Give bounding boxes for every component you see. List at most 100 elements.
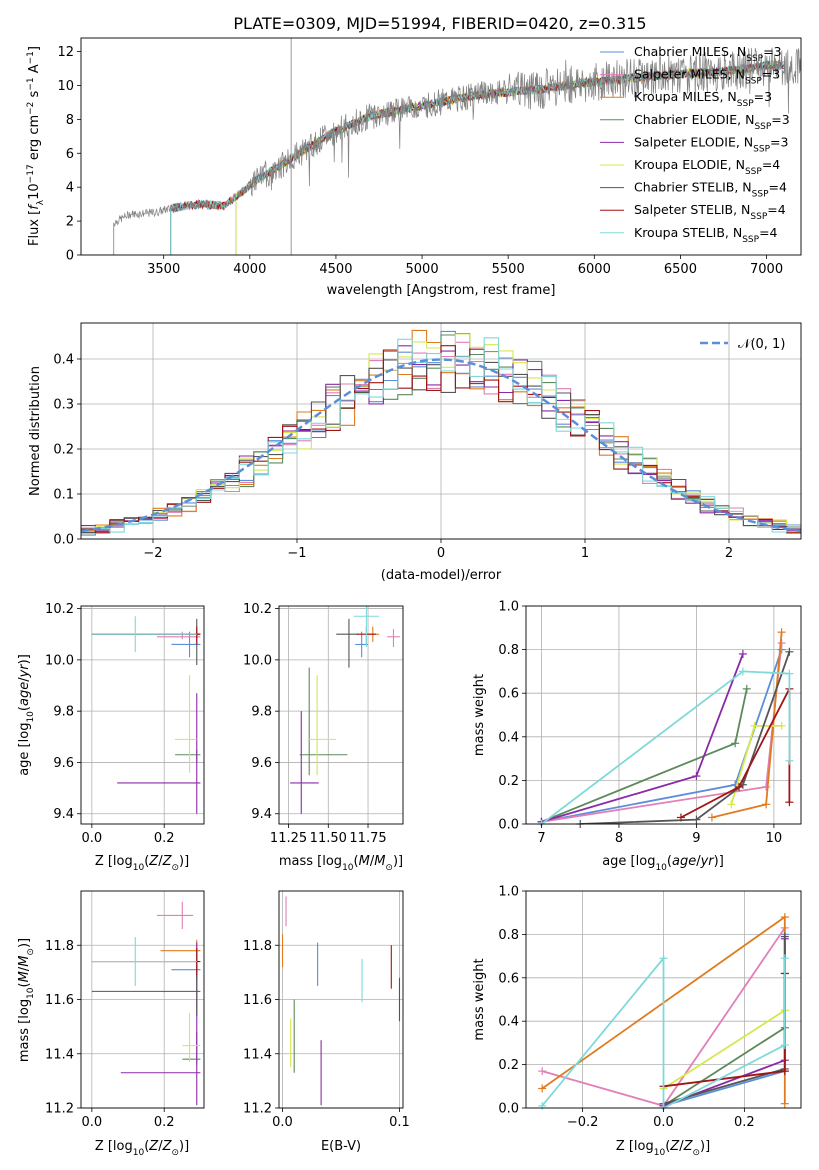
- y-tick-label: 0.6: [498, 687, 519, 702]
- x-tick-label: 0.1: [389, 1115, 410, 1130]
- y-tick-label: 0.4: [53, 353, 74, 368]
- x-tick-label: 2: [725, 546, 733, 561]
- y-tick-label: 0.8: [498, 928, 519, 943]
- y-tick-label: 11.8: [45, 939, 74, 954]
- x-tick-label: 4500: [319, 262, 352, 277]
- mass-vs-EBV-panel: 0.0 0.1 11.2 11.4 11.6 11.8 E(B-V): [243, 890, 410, 1154]
- x-tick-label: 8: [615, 831, 623, 846]
- mass-weight-line: [540, 670, 791, 824]
- y-tick-label: 10.0: [45, 653, 74, 668]
- axes-frame: [80, 37, 802, 256]
- x-tick-label: 0: [437, 546, 445, 561]
- x-tick-label: −0.2: [567, 1115, 599, 1130]
- y-tick-label: 9.4: [53, 807, 74, 822]
- y-tick-label: 11.6: [243, 993, 272, 1008]
- residual-histogram: [81, 337, 801, 533]
- x-axis-label: Z [log10(Z/Z⊙)]: [616, 1139, 710, 1158]
- y-tick-label: 9.8: [251, 705, 272, 720]
- x-axis-label: E(B-V): [321, 1139, 361, 1154]
- x-tick-label: 0.2: [154, 1115, 175, 1130]
- y-tick-label: 6: [66, 147, 74, 162]
- x-tick-label: 3500: [147, 262, 180, 277]
- y-tick-label: 9.6: [53, 756, 74, 771]
- y-axis-label: age [log10(age/yr)]: [17, 654, 36, 776]
- x-tick-label: 11.50: [310, 831, 347, 846]
- y-tick-label: 0.4: [498, 1015, 519, 1030]
- y-axis-label: Flux [fλ10−17 erg cm−2 s−1 A−1]: [26, 46, 46, 246]
- y-tick-label: 1.0: [498, 600, 519, 615]
- x-tick-label: 5500: [492, 262, 525, 277]
- mass-weight-line: [541, 955, 786, 1108]
- y-tick-label: 10: [57, 79, 74, 94]
- y-tick-label: 11.6: [45, 993, 74, 1008]
- legend-entry: Chabrier ELODIE, NSSP=3: [634, 112, 790, 132]
- spectrum-panel: 3500 4000 4500 5000 5500 6000 6500 7000 0 2 4 6 8 10 1…: [26, 37, 802, 298]
- y-tick-label: 11.2: [243, 1102, 272, 1117]
- x-tick-label: −1: [287, 546, 306, 561]
- figure-title: PLATE=0309, MJD=51994, FIBERID=0420, z=0…: [233, 14, 646, 33]
- y-tick-label: 0.0: [498, 818, 519, 833]
- y-axis-label: mass weight: [472, 958, 487, 1040]
- y-axis-label: Normed distribution: [28, 366, 43, 496]
- legend-entry: Chabrier STELIB, NSSP=4: [634, 180, 787, 200]
- y-tick-label: 9.6: [251, 756, 272, 771]
- data-spectrum-line: [113, 47, 801, 227]
- legend-entry: Salpeter MILES, NSSP=3: [634, 67, 780, 87]
- y-tick-label: 0.2: [498, 1058, 519, 1073]
- x-tick-label: 0.2: [154, 831, 175, 846]
- legend-entry: 𝒩(0, 1): [738, 337, 785, 352]
- x-tick-label: 7: [537, 831, 545, 846]
- x-tick-label: −2: [143, 546, 162, 561]
- y-tick-label: 11.2: [45, 1102, 74, 1117]
- x-tick-label: 10: [766, 831, 783, 846]
- x-tick-label: 5000: [406, 262, 439, 277]
- mass-weight-line: [541, 653, 744, 823]
- y-axis-label: mass weight: [472, 674, 487, 756]
- y-tick-label: 0.2: [498, 774, 519, 789]
- y-tick-label: 10.2: [45, 602, 74, 617]
- y-tick-label: 11.8: [243, 939, 272, 954]
- x-axis-label: mass [log10(M/M⊙)]: [279, 854, 403, 873]
- x-axis-label: (data-model)/error: [381, 568, 502, 583]
- legend-entry: Salpeter ELODIE, NSSP=3: [634, 134, 788, 154]
- x-tick-label: 0.0: [82, 1115, 103, 1130]
- y-axis-label: mass [log10(M/M⊙)]: [17, 938, 36, 1062]
- weight-vs-age-panel: 7 8 9 10 0.0 0.2 0.4 0.6 0.8 1.0 mass weight age [l…: [472, 600, 802, 873]
- age-vs-Z-panel: 0.0 0.2 9.4 9.6 9.8 10.0 10.2 Z [log10(Z/Z⊙)] ag…: [17, 602, 205, 873]
- y-tick-label: 0.1: [53, 488, 74, 503]
- normal-curve: [81, 358, 801, 533]
- x-tick-label: 4000: [233, 262, 266, 277]
- age-vs-mass-panel: 11.25 11.50 11.75 9.4 9.6 9.8 10.0 10.2 mass [lo…: [243, 602, 404, 873]
- y-tick-label: 10.0: [243, 653, 272, 668]
- axes-frame: [80, 605, 205, 825]
- y-tick-label: 11.4: [243, 1047, 272, 1062]
- y-tick-label: 0.0: [53, 533, 74, 548]
- x-tick-label: 9: [692, 831, 700, 846]
- legend-entry: Salpeter STELIB, NSSP=4: [634, 202, 786, 222]
- x-tick-label: 0.0: [82, 831, 103, 846]
- weight-vs-Z-panel: −0.2 0.0 0.2 0.0 0.2 0.4 0.6 0.8 1.0 mass weight Z…: [472, 885, 802, 1158]
- y-tick-label: 0.0: [498, 1102, 519, 1117]
- x-axis-label: age [log10(age/yr)]: [602, 854, 724, 873]
- y-tick-label: 10.2: [243, 602, 272, 617]
- x-tick-label: 1: [581, 546, 589, 561]
- x-tick-label: 6500: [664, 262, 697, 277]
- legend-entry: Kroupa MILES, NSSP=3: [634, 89, 772, 109]
- axes-frame: [525, 605, 802, 825]
- axes-frame: [278, 605, 404, 825]
- x-tick-label: 0.0: [272, 1115, 293, 1130]
- x-tick-label: 0.0: [653, 1115, 674, 1130]
- y-tick-label: 1.0: [498, 885, 519, 900]
- y-tick-label: 11.4: [45, 1047, 74, 1062]
- x-tick-label: 6000: [578, 262, 611, 277]
- legend-entry: Chabrier MILES, NSSP=3: [634, 44, 782, 64]
- x-tick-label: 0.2: [734, 1115, 755, 1130]
- mass-weight-line: [580, 651, 791, 824]
- x-axis-label: Z [log10(Z/Z⊙)]: [95, 1139, 189, 1158]
- legend-entry: Kroupa ELODIE, NSSP=4: [634, 157, 780, 177]
- mass-weight-line: [663, 1009, 786, 1090]
- y-tick-label: 8: [66, 113, 74, 128]
- y-tick-label: 0.3: [53, 398, 74, 413]
- x-tick-label: 7000: [750, 262, 783, 277]
